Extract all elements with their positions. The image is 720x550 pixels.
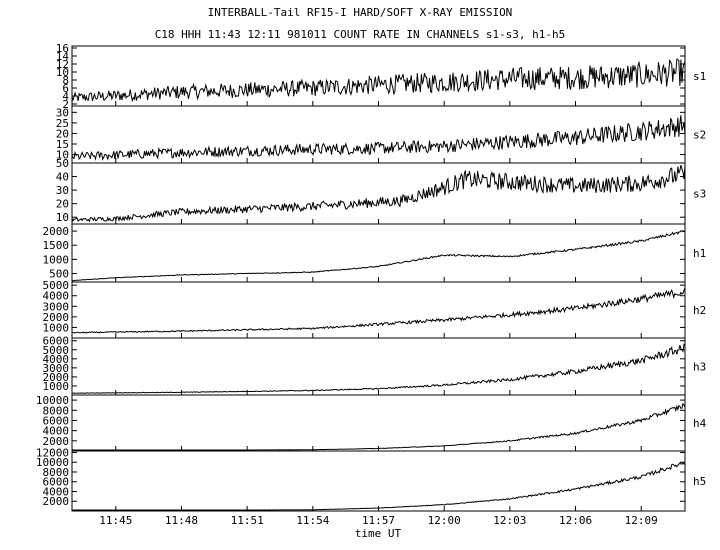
ytick-label-s3: 10 <box>56 211 69 224</box>
ytick-label-h2: 3000 <box>43 300 70 313</box>
xtick-label: 12:00 <box>428 514 461 527</box>
ytick-label-s3: 20 <box>56 198 69 211</box>
ytick-label-h2: 1000 <box>43 321 70 334</box>
xtick-label: 11:51 <box>231 514 264 527</box>
ytick-label-h5: 10000 <box>36 456 69 469</box>
ytick-label-h4: 4000 <box>43 425 70 438</box>
ytick-label-h1: 2000 <box>43 225 70 238</box>
ytick-label-s2: 10 <box>56 149 69 162</box>
xtick-label: 11:54 <box>296 514 329 527</box>
ytick-label-s3: 30 <box>56 184 69 197</box>
ytick-label-s1: 2 <box>62 98 69 111</box>
xtick-label: 12:03 <box>493 514 526 527</box>
panel-label-h5: h5 <box>693 475 706 488</box>
xtick-label: 11:45 <box>99 514 132 527</box>
ytick-label-s1: 8 <box>62 74 69 87</box>
ytick-label-h4: 2000 <box>43 435 70 448</box>
ytick-label-h3: 1000 <box>43 380 70 393</box>
panel-label-h4: h4 <box>693 417 707 430</box>
ytick-label-s3: 50 <box>56 157 69 170</box>
series-line-h3 <box>71 343 686 394</box>
panel-label-s3: s3 <box>693 188 706 201</box>
panel-label-s1: s1 <box>693 70 706 83</box>
xtick-label: 11:48 <box>165 514 198 527</box>
chart-title: INTERBALL-Tail RF15-I HARD/SOFT X-RAY EM… <box>207 6 513 19</box>
ytick-label-h3: 5000 <box>43 344 70 357</box>
ytick-label-s3: 40 <box>56 171 69 184</box>
panel-label-h2: h2 <box>693 304 706 317</box>
panel-frame-h1 <box>71 223 686 283</box>
series-line-s3 <box>71 164 686 223</box>
ytick-label-s1: 12 <box>56 58 69 71</box>
series-line-s1 <box>71 58 686 103</box>
ytick-label-s1: 6 <box>62 82 69 95</box>
xtick-label: 11:57 <box>362 514 395 527</box>
ytick-label-h2: 2000 <box>43 311 70 324</box>
xtick-label: 12:06 <box>559 514 592 527</box>
series-line-h1 <box>71 230 686 282</box>
panel-label-s2: s2 <box>693 129 706 142</box>
ytick-label-s2: 25 <box>56 117 69 130</box>
series-line-h4 <box>72 402 686 451</box>
ytick-label-s1: 4 <box>62 90 69 103</box>
ytick-label-s2: 30 <box>56 106 69 119</box>
series-line-h5 <box>72 461 686 511</box>
ytick-label-s2: 20 <box>56 127 69 140</box>
ytick-label-h4: 8000 <box>43 404 70 417</box>
xtick-label: 12:09 <box>625 514 658 527</box>
panel-frame-h4 <box>71 394 686 452</box>
ytick-label-h5: 6000 <box>43 476 70 489</box>
ytick-label-h1: 500 <box>49 268 69 281</box>
ytick-label-h3: 3000 <box>43 362 70 375</box>
ytick-label-s1: 10 <box>56 66 69 79</box>
ytick-label-h5: 4000 <box>43 485 70 498</box>
ytick-label-h5: 8000 <box>43 466 70 479</box>
chart-subtitle: C18 HHH 11:43 12:11 981011 COUNT RATE IN… <box>154 28 566 41</box>
panel-frame-h5 <box>71 450 686 512</box>
ytick-label-h3: 2000 <box>43 371 70 384</box>
ytick-label-h4: 10000 <box>36 394 69 407</box>
ytick-label-h2: 4000 <box>43 290 70 303</box>
panel-frame-s3 <box>71 162 686 225</box>
x-axis-label: time UT <box>355 527 402 540</box>
ytick-label-s1: 14 <box>56 50 70 63</box>
ytick-label-h1: 1000 <box>43 253 70 266</box>
ytick-label-s2: 15 <box>56 138 69 151</box>
ytick-label-h3: 6000 <box>43 335 70 348</box>
ytick-label-s1: 16 <box>56 42 69 55</box>
series-line-s2 <box>71 115 686 161</box>
ytick-label-h2: 5000 <box>43 279 70 292</box>
panel-label-h3: h3 <box>693 361 706 374</box>
ytick-label-h1: 1500 <box>43 239 70 252</box>
ytick-label-h4: 6000 <box>43 414 70 427</box>
ytick-label-h3: 4000 <box>43 353 70 366</box>
series-line-h2 <box>71 287 686 334</box>
ytick-label-h5: 2000 <box>43 495 70 508</box>
ytick-label-h5: 12000 <box>36 446 69 459</box>
panel-label-h1: h1 <box>693 247 706 260</box>
